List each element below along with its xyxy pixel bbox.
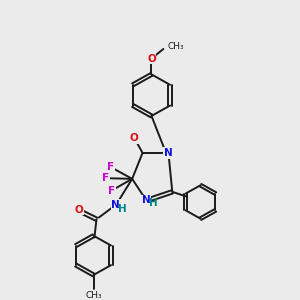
Text: O: O [147,53,156,64]
Text: O: O [130,133,139,143]
Text: F: F [108,186,115,196]
Text: H: H [118,204,127,214]
Text: CH₃: CH₃ [85,291,102,300]
Text: CH₃: CH₃ [168,42,184,51]
Text: F: F [102,173,110,183]
Text: N: N [111,200,120,210]
Text: F: F [107,162,114,172]
Text: H: H [149,198,158,208]
Text: N: N [142,196,151,206]
Text: N: N [164,148,173,158]
Text: O: O [74,205,83,215]
